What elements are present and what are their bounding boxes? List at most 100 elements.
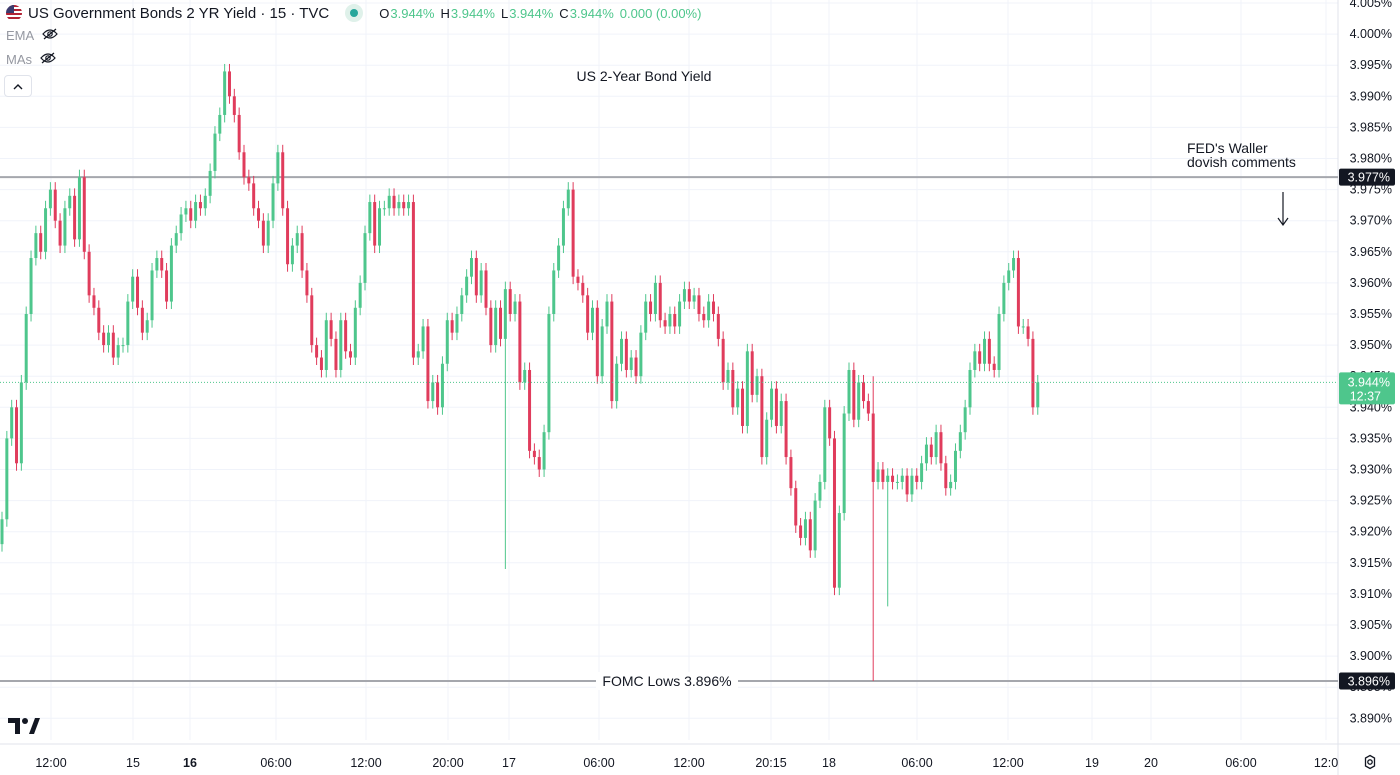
candle-body[interactable] <box>479 270 483 296</box>
candle-body[interactable] <box>789 457 793 489</box>
candle-body[interactable] <box>329 320 333 339</box>
eye-hidden-icon[interactable] <box>40 52 56 67</box>
indicator-mas[interactable]: MAs <box>6 52 56 67</box>
eye-hidden-icon[interactable] <box>42 28 58 43</box>
candle-body[interactable] <box>19 382 23 464</box>
candle-body[interactable] <box>198 202 202 209</box>
candle-body[interactable] <box>310 295 314 346</box>
candle-body[interactable] <box>334 338 338 370</box>
candle-body[interactable] <box>5 438 9 520</box>
candle-body[interactable] <box>237 114 241 153</box>
candle-body[interactable] <box>741 388 745 426</box>
candle-body[interactable] <box>518 301 522 383</box>
candle-body[interactable] <box>189 208 193 221</box>
candle-body[interactable] <box>39 233 43 252</box>
candle-body[interactable] <box>77 177 81 240</box>
candle-body[interactable] <box>770 388 774 420</box>
candle-body[interactable] <box>799 525 803 538</box>
candle-body[interactable] <box>900 475 904 482</box>
candle-body[interactable] <box>673 314 677 327</box>
candle-body[interactable] <box>0 519 4 545</box>
candle-body[interactable] <box>368 202 372 234</box>
candle-body[interactable] <box>315 345 319 358</box>
candle-body[interactable] <box>794 488 798 526</box>
candle-body[interactable] <box>15 407 19 464</box>
candle-body[interactable] <box>73 195 77 240</box>
candle-body[interactable] <box>1026 326 1030 339</box>
candle-body[interactable] <box>639 332 643 377</box>
candle-body[interactable] <box>750 351 754 395</box>
candle-body[interactable] <box>339 320 343 370</box>
candle-body[interactable] <box>63 208 67 246</box>
candle-body[interactable] <box>653 282 657 314</box>
candle-body[interactable] <box>348 351 352 358</box>
candle-body[interactable] <box>407 202 411 209</box>
candle-body[interactable] <box>460 295 464 314</box>
candle-body[interactable] <box>557 245 561 271</box>
candle-body[interactable] <box>1002 282 1006 314</box>
candle-body[interactable] <box>828 407 832 439</box>
candle-body[interactable] <box>24 314 28 383</box>
candle-body[interactable] <box>179 214 183 234</box>
candle-body[interactable] <box>508 289 512 314</box>
candle-body[interactable] <box>227 71 231 97</box>
collapse-legend-button[interactable] <box>4 75 32 97</box>
candle-body[interactable] <box>760 376 764 458</box>
candle-body[interactable] <box>213 133 217 171</box>
candle-body[interactable] <box>837 513 841 588</box>
candle-body[interactable] <box>382 208 386 210</box>
candle-body[interactable] <box>697 295 701 314</box>
tradingview-logo[interactable] <box>8 716 40 741</box>
candle-body[interactable] <box>203 195 207 209</box>
candle-body[interactable] <box>610 301 614 402</box>
candle-body[interactable] <box>1012 258 1016 271</box>
candle-body[interactable] <box>920 463 924 482</box>
candle-body[interactable] <box>992 363 996 370</box>
candle-body[interactable] <box>682 289 686 302</box>
candle-body[interactable] <box>121 345 125 347</box>
candle-body[interactable] <box>116 345 120 358</box>
candle-body[interactable] <box>363 233 367 283</box>
candle-body[interactable] <box>136 276 140 308</box>
candle-body[interactable] <box>745 351 749 426</box>
candle-body[interactable] <box>261 220 265 246</box>
candle-body[interactable] <box>634 357 638 377</box>
candle-body[interactable] <box>92 295 96 308</box>
candle-body[interactable] <box>915 475 919 482</box>
candle-body[interactable] <box>808 519 812 551</box>
candle-body[interactable] <box>523 369 527 383</box>
candle-body[interactable] <box>803 519 807 538</box>
candle-body[interactable] <box>169 245 173 302</box>
candle-body[interactable] <box>445 320 449 364</box>
candle-body[interactable] <box>963 407 967 433</box>
candle-body[interactable] <box>944 463 948 489</box>
candle-body[interactable] <box>658 282 662 321</box>
candle-body[interactable] <box>102 332 106 346</box>
candle-body[interactable] <box>842 413 846 514</box>
candle-body[interactable] <box>581 282 585 296</box>
candle-body[interactable] <box>455 314 459 333</box>
candle-body[interactable] <box>218 114 222 134</box>
candle-body[interactable] <box>474 258 478 296</box>
candle-body[interactable] <box>266 220 270 246</box>
candle-body[interactable] <box>1016 258 1020 327</box>
candle-body[interactable] <box>242 152 246 178</box>
candle-body[interactable] <box>373 202 377 246</box>
candle-body[interactable] <box>208 170 212 196</box>
candle-body[interactable] <box>194 202 198 221</box>
candle-body[interactable] <box>605 301 609 327</box>
candle-body[interactable] <box>387 195 391 209</box>
candle-body[interactable] <box>649 301 653 314</box>
candle-body[interactable] <box>721 338 725 383</box>
candle-body[interactable] <box>949 481 953 489</box>
candle-body[interactable] <box>48 189 52 209</box>
resistance-price-badge[interactable] <box>1339 168 1395 186</box>
current-price-badge[interactable] <box>1339 372 1395 405</box>
candle-body[interactable] <box>774 388 778 426</box>
candle-body[interactable] <box>731 369 735 408</box>
candle-body[interactable] <box>421 326 425 352</box>
candle-body[interactable] <box>997 314 1001 370</box>
candle-body[interactable] <box>590 307 594 333</box>
candle-body[interactable] <box>866 401 870 414</box>
candle-body[interactable] <box>910 475 914 495</box>
